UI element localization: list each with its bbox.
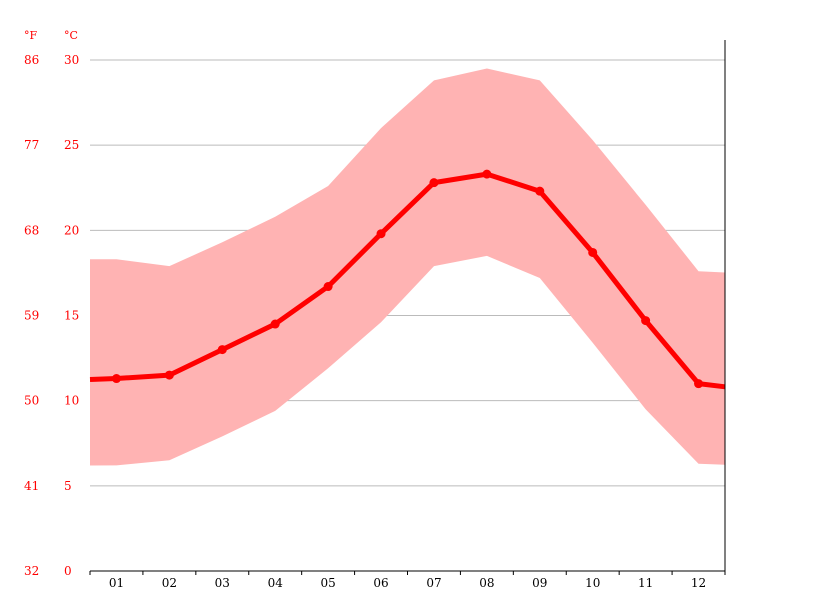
x-tick-label-07: 07	[426, 576, 441, 590]
x-axis: 01 02 03 04 05 06 07 08 09 10 11 12	[89, 571, 726, 590]
y-tick-label-f: 50	[24, 394, 39, 408]
x-tick-label-02: 02	[162, 576, 177, 590]
y-tick-label-f: 77	[24, 138, 39, 152]
x-tick-label-08: 08	[479, 576, 494, 590]
data-point-05	[323, 282, 333, 292]
unit-label-celsius: °C	[64, 29, 78, 42]
data-point-11	[641, 316, 651, 326]
unit-label-fahrenheit: °F	[24, 29, 38, 42]
x-tick-label-03: 03	[215, 576, 230, 590]
x-tick-label-01: 01	[109, 576, 124, 590]
temperature-range-band	[90, 68, 725, 466]
average-temperature-line	[89, 171, 726, 390]
y-tick-label-c: 30	[64, 53, 79, 67]
x-tick-label-06: 06	[373, 576, 388, 590]
data-point-04	[270, 319, 280, 329]
y-tick-label-c: 5	[64, 479, 72, 493]
x-tick-label-09: 09	[532, 576, 547, 590]
y-tick-label-f: 86	[24, 53, 39, 67]
data-point-10	[588, 247, 598, 257]
data-point-01	[111, 374, 121, 384]
y-axis: °F °C 32 0 41 5 50 10 59 15 68 20 77 25 86 30	[24, 29, 79, 578]
average-temperature-points	[111, 169, 704, 389]
data-point-09	[535, 186, 545, 196]
data-point-06	[376, 229, 386, 239]
x-tick-label-04: 04	[268, 576, 284, 590]
data-point-08	[482, 169, 492, 179]
y-tick-label-f: 32	[24, 564, 39, 578]
data-point-02	[164, 370, 174, 380]
y-tick-label-c: 15	[64, 309, 79, 323]
data-point-07	[429, 178, 439, 188]
y-tick-label-f: 68	[24, 223, 39, 237]
y-tick-label-f: 41	[24, 479, 39, 493]
data-point-12	[694, 379, 704, 389]
x-tick-label-10: 10	[585, 576, 600, 590]
x-tick-label-05: 05	[320, 576, 335, 590]
y-tick-label-c: 10	[64, 394, 79, 408]
y-tick-label-f: 59	[24, 309, 39, 323]
y-tick-label-c: 20	[64, 223, 79, 237]
y-tick-label-c: 25	[64, 138, 79, 152]
data-point-03	[217, 345, 227, 355]
x-tick-label-12: 12	[691, 576, 706, 590]
y-tick-label-c: 0	[64, 564, 72, 578]
x-tick-label-11: 11	[638, 576, 653, 590]
